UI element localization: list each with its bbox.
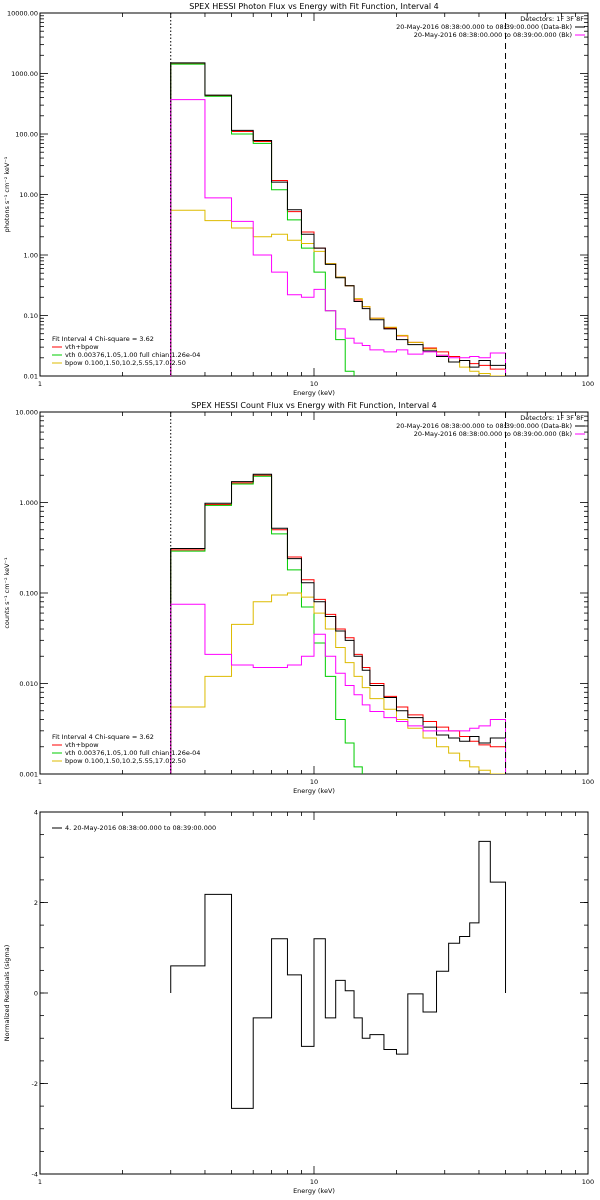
y-tick-label: 100.00 [15, 131, 38, 139]
series-line [170, 473, 507, 774]
x-axis-label: Energy (keV) [293, 1187, 335, 1195]
x-tick-label: 1 [38, 1178, 42, 1186]
chart-title: SPEX HESSI Count Flux vs Energy with Fit… [191, 401, 436, 410]
x-tick-label: 1 [38, 778, 42, 786]
info-line: Detectors: 1F 3F 8F [520, 414, 584, 422]
x-tick-label: 1 [38, 380, 42, 388]
fit-summary: Fit Interval 4 Chi-square = 3.62 [52, 335, 154, 343]
y-tick-label: 0.010 [19, 680, 38, 688]
x-axis: 1 10 100 [38, 412, 594, 786]
y-tick-label: 1000.00 [11, 70, 38, 78]
y-tick-label: 0.100 [19, 590, 38, 598]
series-line [170, 63, 355, 376]
y-axis-label: counts s⁻¹ cm⁻² keV⁻¹ [3, 557, 11, 629]
legend-label: bpow 0.100,1.50,10.2,5.55,17.0,2.50 [65, 359, 186, 367]
y-tick-label: 0.001 [19, 771, 38, 779]
series-line [170, 63, 507, 376]
fit-summary: Fit Interval 4 Chi-square = 3.62 [52, 733, 154, 741]
x-axis: 1 10 100 [38, 812, 594, 1186]
y-tick-label: 1.00 [24, 252, 38, 260]
y-tick-label: 0 [34, 990, 38, 998]
y-tick-label: 10.00 [19, 191, 38, 199]
x-axis-label: Energy (keV) [293, 389, 335, 397]
info-line: Detectors: 1F 3F 8F [520, 15, 584, 23]
x-tick-label: 10 [310, 1178, 318, 1186]
x-tick-label: 10 [310, 380, 318, 388]
y-axis-label: Normalized Residuals (sigma) [3, 945, 11, 1042]
y-axis: 0.01 0.10 1.00 10.00 100.00 1000.00 10000.00 [7, 10, 588, 381]
y-axis-label: photons s⁻¹ cm⁻² keV⁻¹ [3, 156, 11, 232]
x-tick-label: 10 [310, 778, 318, 786]
info-line: 20-May-2016 08:38:00.000 to 08:39:00.000… [396, 422, 572, 430]
x-axis: 1 10 100 [38, 13, 594, 388]
y-tick-label: -4 [32, 1171, 38, 1179]
residuals-panel: 1 10 100 Energy (keV) -4 -2 0 2 4 Normalized Resi… [3, 809, 594, 1196]
y-tick-label: 10000.00 [7, 10, 38, 18]
series-group [170, 473, 507, 774]
legend-label: vth 0.00376,1.05,1.00 full chian 1.26e-0… [65, 749, 200, 757]
x-tick-label: 100 [582, 380, 594, 388]
info-line: 20-May-2016 08:38:00.000 to 08:39:00.000… [414, 430, 572, 438]
series-group [170, 840, 507, 1109]
y-tick-label: 4 [34, 809, 38, 817]
legend-label: vth+bpow [65, 343, 99, 351]
y-tick-label: 10.000 [15, 409, 38, 417]
y-axis: 0.001 0.010 0.100 1.000 10.000 [15, 409, 588, 779]
x-axis-label: Energy (keV) [293, 787, 335, 795]
x-tick-label: 100 [582, 778, 594, 786]
y-tick-label: -2 [32, 1080, 38, 1088]
series-group [170, 62, 507, 376]
series-line [170, 99, 507, 376]
photon-flux-panel: SPEX HESSI Photon Flux vs Energy with Fi… [3, 2, 594, 397]
y-tick-label: 1.000 [19, 499, 38, 507]
series-line [170, 840, 507, 1109]
chart-title: SPEX HESSI Photon Flux vs Energy with Fi… [189, 2, 439, 11]
legend-label: vth 0.00376,1.05,1.00 full chian 1.26e-0… [65, 351, 200, 359]
y-tick-label: 2 [34, 899, 38, 907]
series-line [170, 209, 507, 376]
info-line: 20-May-2016 08:38:00.000 to 08:39:00.000… [396, 23, 572, 31]
legend-label: vth+bpow [65, 741, 99, 749]
series-line [170, 592, 507, 774]
y-tick-label: 0.10 [24, 312, 38, 320]
count-flux-panel: SPEX HESSI Count Flux vs Energy with Fit… [3, 401, 594, 795]
x-tick-label: 100 [582, 1178, 594, 1186]
y-axis: -4 -2 0 2 4 [32, 809, 588, 1179]
series-line [170, 62, 507, 376]
info-line: 20-May-2016 08:38:00.000 to 08:39:00.000… [414, 31, 572, 39]
legend-label: 4. 20-May-2016 08:38:00.000 to 08:39:00.… [65, 824, 216, 832]
series-line [170, 603, 507, 774]
y-tick-label: 0.01 [24, 373, 38, 381]
legend-label: bpow 0.100,1.50,10.2,5.55,17.0,2.50 [65, 757, 186, 765]
series-line [170, 474, 507, 774]
